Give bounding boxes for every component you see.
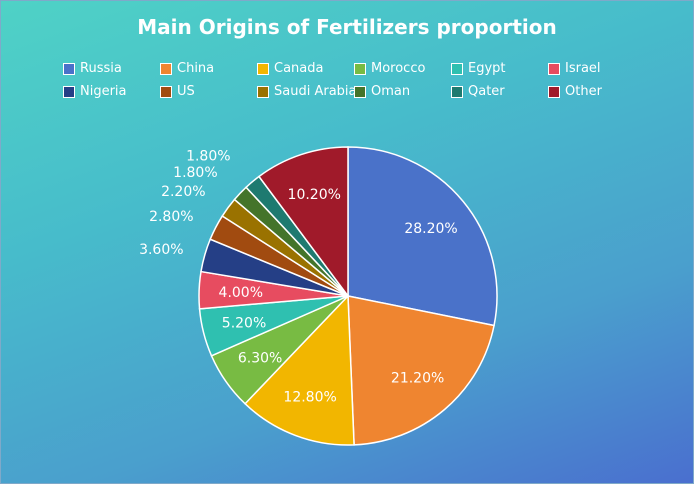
legend-item: Saudi Arabia: [257, 84, 357, 99]
legend-item: Morocco: [354, 61, 451, 76]
legend-label: China: [177, 61, 215, 76]
legend-swatch: [548, 85, 560, 98]
data-label: 12.80%: [283, 389, 336, 405]
data-label: 2.20%: [161, 184, 205, 200]
legend-swatch: [257, 62, 269, 75]
pie-slice-china: [347, 295, 495, 446]
legend-label: Egypt: [468, 61, 506, 76]
data-label: 3.60%: [139, 242, 183, 258]
legend: Russia China Canada Morocco Egypt Israel Niger…: [63, 61, 663, 99]
data-label: 4.00%: [219, 285, 263, 301]
data-label: 10.20%: [288, 187, 341, 203]
legend-label: Oman: [371, 84, 411, 99]
legend-label: Morocco: [371, 61, 426, 76]
data-label: 5.20%: [222, 315, 266, 331]
pie-slice-other: [257, 146, 349, 299]
legend-item: Egypt: [451, 61, 548, 76]
legend-label: Canada: [274, 61, 324, 76]
data-label: 1.80%: [186, 149, 230, 165]
legend-swatch: [160, 85, 172, 98]
legend-label: Israel: [565, 61, 601, 76]
legend-swatch: [63, 85, 75, 98]
legend-item: Qater: [451, 84, 548, 99]
legend-item: US: [160, 84, 257, 99]
data-label: 28.20%: [404, 221, 457, 237]
legend-label: Qater: [468, 84, 505, 99]
legend-item: China: [160, 61, 257, 76]
legend-item: Russia: [63, 61, 160, 76]
legend-swatch: [257, 85, 269, 98]
legend-item: Nigeria: [63, 84, 160, 99]
legend-item: Israel: [548, 61, 628, 76]
legend-swatch: [548, 62, 560, 75]
legend-label: Saudi Arabia: [274, 84, 357, 99]
data-label: 21.20%: [391, 371, 444, 387]
pie-slice-canada: [244, 294, 355, 446]
legend-item: Canada: [257, 61, 354, 76]
legend-swatch: [354, 62, 366, 75]
data-label: 1.80%: [173, 165, 217, 181]
data-label: 6.30%: [238, 350, 282, 366]
legend-label: US: [177, 84, 195, 99]
legend-item: Oman: [354, 84, 451, 99]
legend-swatch: [451, 85, 463, 98]
legend-label: Nigeria: [80, 84, 127, 99]
legend-label: Other: [565, 84, 602, 99]
legend-swatch: [354, 85, 366, 98]
pie-slice-russia: [347, 146, 498, 327]
legend-label: Russia: [80, 61, 122, 76]
chart-title: Main Origins of Fertilizers proportion: [137, 15, 557, 39]
legend-swatch: [451, 62, 463, 75]
data-label: 2.80%: [149, 209, 193, 225]
legend-swatch: [63, 62, 75, 75]
legend-swatch: [160, 62, 172, 75]
legend-item: Other: [548, 84, 628, 99]
